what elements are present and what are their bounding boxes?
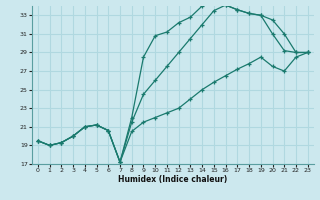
X-axis label: Humidex (Indice chaleur): Humidex (Indice chaleur): [118, 175, 228, 184]
